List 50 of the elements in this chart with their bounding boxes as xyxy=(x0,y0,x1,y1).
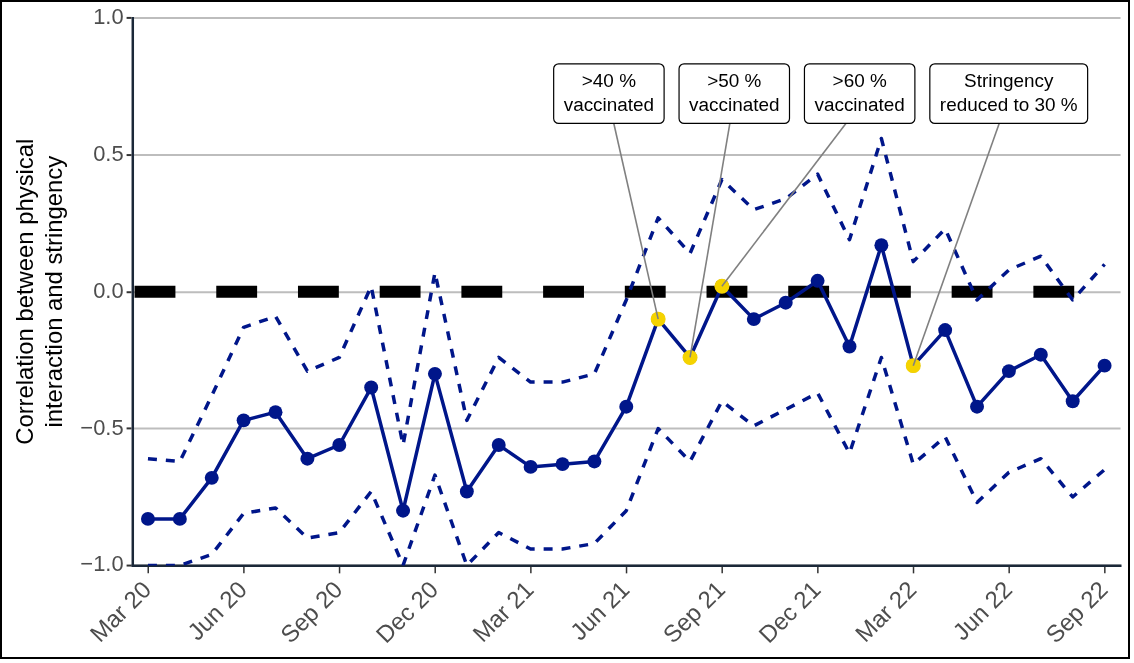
point xyxy=(970,399,985,414)
point xyxy=(523,459,538,474)
point xyxy=(778,295,793,310)
point xyxy=(1065,394,1080,409)
y-axis-title: Correlation between physical interaction and stringency xyxy=(10,138,67,445)
point xyxy=(396,503,411,518)
line-series xyxy=(146,136,1107,464)
x-tick-label: Dec 21 xyxy=(753,575,826,649)
x-tick-label: Mar 22 xyxy=(849,575,922,648)
point xyxy=(204,470,219,485)
x-tick-label: Mar 21 xyxy=(467,575,539,648)
x-tick-label: Sep 21 xyxy=(657,575,731,649)
point xyxy=(300,451,315,466)
annotation: Stringency reduced to 30 % xyxy=(939,69,1078,115)
point xyxy=(874,238,889,253)
x-tick-label: Sep 20 xyxy=(274,575,348,649)
point xyxy=(364,380,379,395)
y-tick-label: −0.5 xyxy=(80,414,124,440)
point xyxy=(587,454,602,469)
point xyxy=(459,484,474,499)
x-tick-label: Jun 21 xyxy=(564,575,635,646)
point xyxy=(140,511,155,526)
x-tick-label: Mar 20 xyxy=(84,575,157,648)
point xyxy=(491,438,506,452)
point xyxy=(236,413,251,428)
x-tick-label: Dec 20 xyxy=(370,575,444,649)
x-tick-label: Jun 20 xyxy=(181,575,252,646)
point xyxy=(332,438,347,452)
point xyxy=(268,405,283,420)
y-tick-label: 1.0 xyxy=(93,4,124,30)
annotation: >40 % vaccinated xyxy=(563,69,655,115)
annotation: >60 % vaccinated xyxy=(814,69,905,115)
y-tick-label: 0.5 xyxy=(93,140,124,166)
point xyxy=(1033,347,1048,362)
point xyxy=(172,511,187,526)
y-tick-label: −1.0 xyxy=(80,551,124,577)
point xyxy=(938,323,953,338)
point xyxy=(842,339,857,354)
point xyxy=(1097,358,1112,373)
annotation: >50 % vaccinated xyxy=(689,69,780,115)
point xyxy=(810,273,825,288)
y-tick-label: 0.0 xyxy=(93,277,124,303)
x-tick-label: Sep 22 xyxy=(1040,575,1113,649)
point xyxy=(427,366,442,381)
point xyxy=(1001,364,1016,379)
point xyxy=(746,312,761,327)
point xyxy=(555,457,570,472)
line-series xyxy=(146,355,1107,566)
point xyxy=(619,399,634,414)
x-tick-label: Jun 22 xyxy=(947,575,1018,646)
